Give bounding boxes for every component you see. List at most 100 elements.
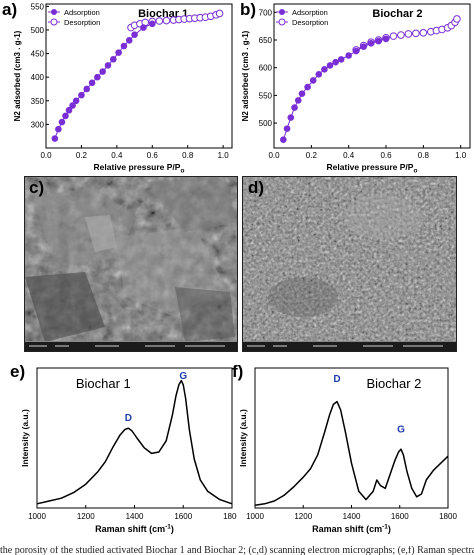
y-tick-label: 600 bbox=[259, 64, 273, 73]
adsorption-point bbox=[72, 97, 80, 105]
adsorption-point bbox=[345, 52, 352, 59]
peak-label-g: G bbox=[397, 424, 405, 435]
legend-marker-desorption bbox=[50, 18, 58, 26]
x-tick-label: 1800 bbox=[439, 512, 457, 521]
raman-spectrum-line bbox=[254, 400, 449, 506]
isotherm-chart-biochar-1: 0.0 0.2 0.4 0.6 0.8 1.0 300 350 400 450 500 550 Rela… bbox=[13, 2, 233, 175]
panel-letter-c: c) bbox=[29, 178, 45, 197]
desorption-point bbox=[397, 31, 405, 39]
x-tick-label: 0.6 bbox=[147, 151, 159, 160]
adsorption-point bbox=[125, 37, 133, 44]
adsorption-point bbox=[332, 58, 339, 66]
sem-image-biochar-1 bbox=[25, 177, 237, 351]
adsorption-point bbox=[283, 125, 291, 132]
x-tick-label: 1.0 bbox=[455, 151, 467, 160]
chart-title: Biochar 1 bbox=[76, 376, 131, 391]
adsorption-point bbox=[55, 125, 62, 133]
plot-frame bbox=[273, 3, 471, 149]
y-tick-label: 550 bbox=[31, 2, 45, 11]
legend-marker-adsorption bbox=[279, 9, 285, 15]
x-tick-label: 1800 bbox=[223, 512, 237, 521]
x-axis-label-superscript: -1 bbox=[382, 524, 388, 531]
x-axis-label: Raman shift (cm-1) bbox=[312, 524, 391, 535]
x-axis-label-close: ) bbox=[388, 524, 391, 534]
x-tick-label: 0.2 bbox=[76, 151, 88, 160]
chart-title: Biochar 2 bbox=[372, 8, 422, 20]
adsorption-point bbox=[382, 35, 390, 43]
peak-label-d: D bbox=[333, 374, 340, 385]
panel-letter-f: f) bbox=[232, 362, 244, 381]
x-tick-label: 0.2 bbox=[306, 151, 318, 160]
panel-letter-a: a) bbox=[2, 0, 18, 19]
desorption-point bbox=[389, 32, 398, 40]
legend-label-desorption: Desorption bbox=[292, 18, 328, 27]
adsorption-point bbox=[360, 43, 367, 50]
x-tick-label: 0.8 bbox=[418, 151, 430, 160]
desorption-point bbox=[215, 9, 224, 18]
y-tick-label: 550 bbox=[259, 91, 273, 100]
y-tick-label: 450 bbox=[31, 50, 45, 59]
x-tick-label: 1.0 bbox=[218, 151, 230, 160]
x-axis-label-subscript: o bbox=[413, 168, 417, 175]
legend-marker-desorption bbox=[278, 18, 286, 26]
adsorption-point bbox=[352, 47, 360, 55]
x-axis-label-close: ) bbox=[171, 524, 174, 534]
adsorption-point bbox=[148, 20, 156, 28]
chart-title: Biochar 2 bbox=[366, 376, 421, 391]
x-axis-label-superscript: -1 bbox=[165, 524, 171, 531]
adsorption-point bbox=[58, 118, 66, 126]
desorption-point bbox=[412, 29, 420, 38]
x-axis-label: Raman shift (cm-1) bbox=[95, 524, 174, 535]
sem-info-bar bbox=[243, 341, 456, 351]
x-tick-label: 1600 bbox=[174, 512, 192, 521]
x-tick-label: 1200 bbox=[294, 512, 312, 521]
adsorption-point bbox=[304, 83, 311, 91]
legend-marker-adsorption bbox=[51, 9, 57, 15]
adsorption-point bbox=[321, 66, 328, 73]
y-tick-label: 700 bbox=[259, 8, 273, 17]
raman-spectrum-line bbox=[36, 379, 233, 505]
y-tick-label: 300 bbox=[31, 120, 45, 129]
panel-letter-e: e) bbox=[10, 362, 26, 381]
adsorption-point bbox=[120, 42, 128, 50]
y-tick-label: 350 bbox=[31, 97, 45, 106]
adsorption-point bbox=[110, 55, 117, 63]
x-tick-label: 1200 bbox=[77, 512, 95, 521]
x-tick-label: 1000 bbox=[246, 512, 264, 521]
x-axis-label: Relative pressure P/Po bbox=[327, 162, 418, 175]
sem-micrograph-biochar-1 bbox=[24, 176, 238, 352]
y-axis-label: N2 adsorbed (cm3 . g-1) bbox=[13, 30, 22, 121]
adsorption-point bbox=[140, 24, 147, 31]
adsorption-point bbox=[337, 56, 345, 63]
adsorption-point bbox=[326, 62, 334, 69]
adsorption-point bbox=[131, 31, 138, 38]
raman-chart-biochar-2: 1000 1200 1400 1600 1800 Raman shift (cm-1) In… bbox=[238, 367, 457, 535]
legend-label-desorption: Desorption bbox=[64, 18, 100, 27]
sem-micrograph-biochar-2 bbox=[242, 176, 457, 352]
adsorption-point bbox=[294, 97, 302, 104]
x-tick-label: 0.4 bbox=[111, 151, 123, 160]
sem-info-bar bbox=[25, 341, 237, 351]
adsorption-point bbox=[315, 71, 323, 78]
desorption-point bbox=[453, 15, 461, 23]
adsorption-point bbox=[291, 104, 298, 111]
adsorption-point bbox=[83, 85, 91, 93]
adsorption-point bbox=[78, 91, 85, 99]
desorption-point bbox=[155, 17, 164, 25]
desorption-point bbox=[404, 30, 413, 38]
x-tick-label: 0.8 bbox=[182, 151, 194, 160]
x-tick-label: 0.4 bbox=[343, 151, 355, 160]
x-tick-label: 1400 bbox=[343, 512, 361, 521]
adsorption-point bbox=[309, 77, 317, 84]
adsorption-point bbox=[287, 114, 295, 121]
raman-chart-biochar-1: 1000 1200 1400 1600 1800 Raman shift (cm-1) In… bbox=[20, 367, 237, 535]
x-axis-label-subscript: o bbox=[180, 168, 184, 175]
isotherm-chart-biochar-2: 0.0 0.2 0.4 0.6 0.8 1.0 500 550 600 650 700 Relativ… bbox=[241, 3, 471, 175]
adsorption-point bbox=[62, 112, 69, 120]
adsorption-point bbox=[104, 62, 112, 69]
adsorption-point bbox=[115, 49, 122, 56]
adsorption-point bbox=[65, 106, 73, 114]
figure-caption: the porosity of the studied activated Bi… bbox=[0, 546, 474, 555]
panel-letter-b: b) bbox=[240, 0, 257, 19]
desorption-point bbox=[419, 29, 428, 37]
